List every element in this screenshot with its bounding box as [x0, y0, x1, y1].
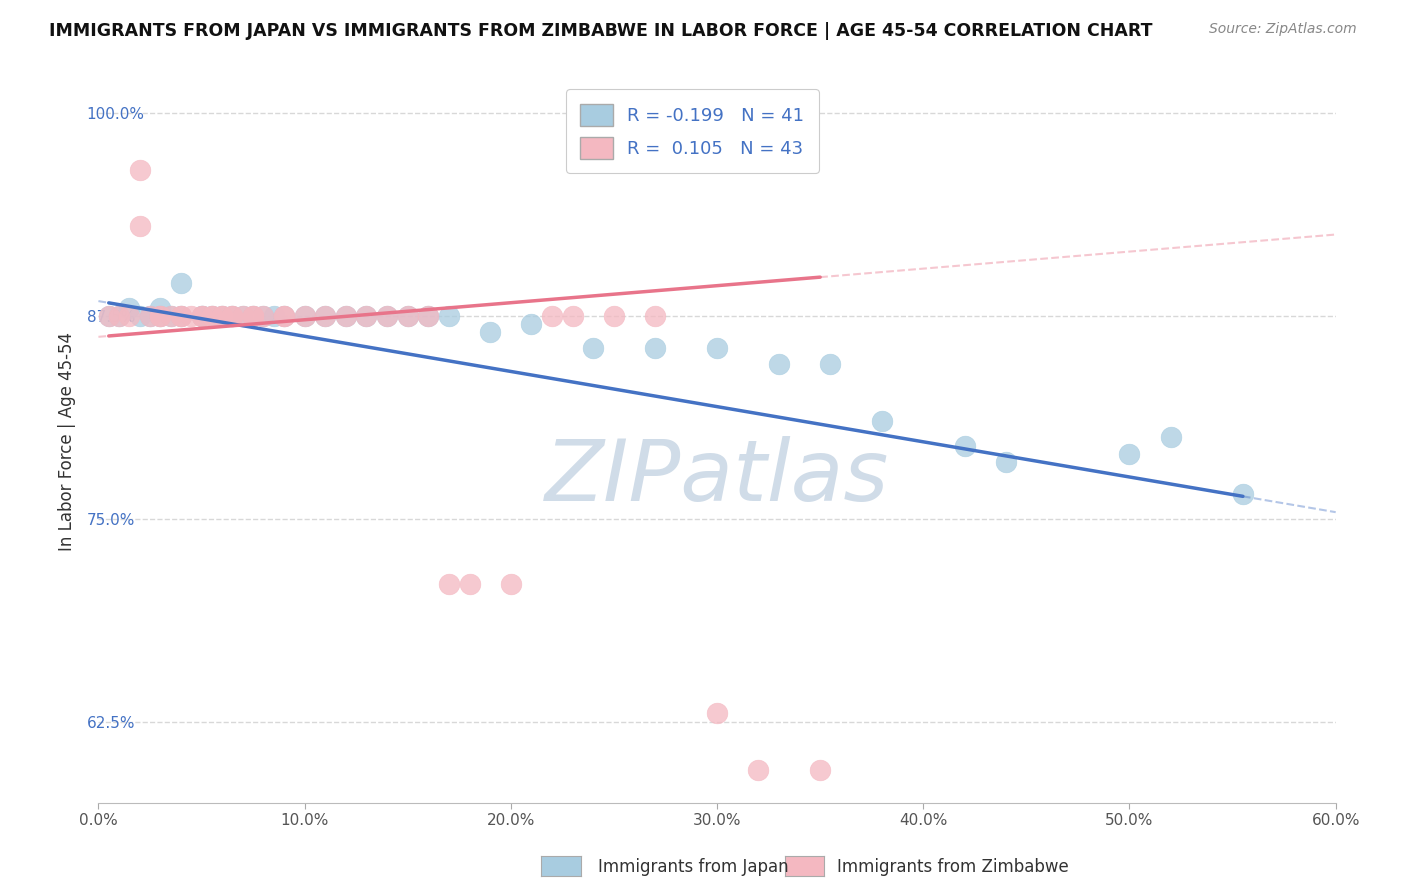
Point	[808, 764, 831, 778]
Point	[97, 309, 120, 323]
Point	[149, 301, 172, 315]
Point	[768, 358, 790, 372]
Point	[128, 219, 150, 234]
Point	[294, 309, 316, 323]
Point	[180, 309, 202, 323]
Point	[221, 309, 243, 323]
Legend: R = -0.199   N = 41, R =  0.105   N = 43: R = -0.199 N = 41, R = 0.105 N = 43	[565, 89, 818, 173]
Point	[747, 764, 769, 778]
Point	[242, 309, 264, 323]
Point	[520, 317, 543, 331]
Point	[190, 309, 212, 323]
Point	[159, 309, 181, 323]
Text: Immigrants from Zimbabwe: Immigrants from Zimbabwe	[837, 858, 1069, 876]
Point	[201, 309, 224, 323]
Point	[561, 309, 583, 323]
Y-axis label: In Labor Force | Age 45-54: In Labor Force | Age 45-54	[58, 332, 76, 551]
Point	[644, 309, 666, 323]
Point	[870, 414, 893, 428]
Point	[1160, 430, 1182, 444]
Point	[375, 309, 398, 323]
Point	[232, 309, 254, 323]
Point	[314, 309, 336, 323]
Point	[953, 439, 976, 453]
Point	[1118, 447, 1140, 461]
Point	[170, 309, 193, 323]
Text: ZIPatlas: ZIPatlas	[546, 436, 889, 519]
Point	[994, 455, 1017, 469]
Point	[221, 309, 243, 323]
Point	[273, 309, 295, 323]
Point	[139, 309, 162, 323]
Point	[335, 309, 357, 323]
Point	[201, 309, 224, 323]
Point	[356, 309, 378, 323]
Point	[252, 309, 274, 323]
Point	[190, 309, 212, 323]
Point	[706, 341, 728, 355]
Point	[603, 309, 626, 323]
Point	[201, 309, 224, 323]
Point	[418, 309, 440, 323]
Point	[170, 277, 193, 291]
Point	[149, 309, 172, 323]
Point	[263, 309, 285, 323]
Point	[458, 576, 481, 591]
Point	[118, 309, 141, 323]
Point	[149, 309, 172, 323]
Point	[128, 309, 150, 323]
Point	[437, 309, 460, 323]
Point	[437, 576, 460, 591]
Point	[820, 358, 842, 372]
Point	[170, 309, 193, 323]
Point	[252, 309, 274, 323]
Text: Source: ZipAtlas.com: Source: ZipAtlas.com	[1209, 22, 1357, 37]
Point	[190, 309, 212, 323]
Point	[418, 309, 440, 323]
Point	[108, 309, 131, 323]
Point	[221, 309, 243, 323]
Point	[232, 309, 254, 323]
Point	[242, 309, 264, 323]
Point	[396, 309, 419, 323]
Point	[159, 309, 181, 323]
Point	[479, 325, 502, 339]
Point	[356, 309, 378, 323]
Point	[128, 162, 150, 177]
Point	[139, 309, 162, 323]
Point	[644, 341, 666, 355]
Point	[190, 309, 212, 323]
Point	[118, 301, 141, 315]
Point	[170, 309, 193, 323]
Point	[97, 309, 120, 323]
Text: IMMIGRANTS FROM JAPAN VS IMMIGRANTS FROM ZIMBABWE IN LABOR FORCE | AGE 45-54 COR: IMMIGRANTS FROM JAPAN VS IMMIGRANTS FROM…	[49, 22, 1153, 40]
Point	[499, 576, 522, 591]
Point	[541, 309, 564, 323]
Point	[242, 309, 264, 323]
Point	[314, 309, 336, 323]
Point	[211, 309, 233, 323]
Point	[706, 706, 728, 721]
Point	[211, 309, 233, 323]
Text: Immigrants from Japan: Immigrants from Japan	[598, 858, 789, 876]
Point	[149, 309, 172, 323]
Point	[273, 309, 295, 323]
Point	[273, 309, 295, 323]
Point	[396, 309, 419, 323]
Point	[108, 309, 131, 323]
Point	[582, 341, 605, 355]
Point	[335, 309, 357, 323]
Point	[294, 309, 316, 323]
Point	[1232, 487, 1254, 501]
Point	[375, 309, 398, 323]
Point	[211, 309, 233, 323]
